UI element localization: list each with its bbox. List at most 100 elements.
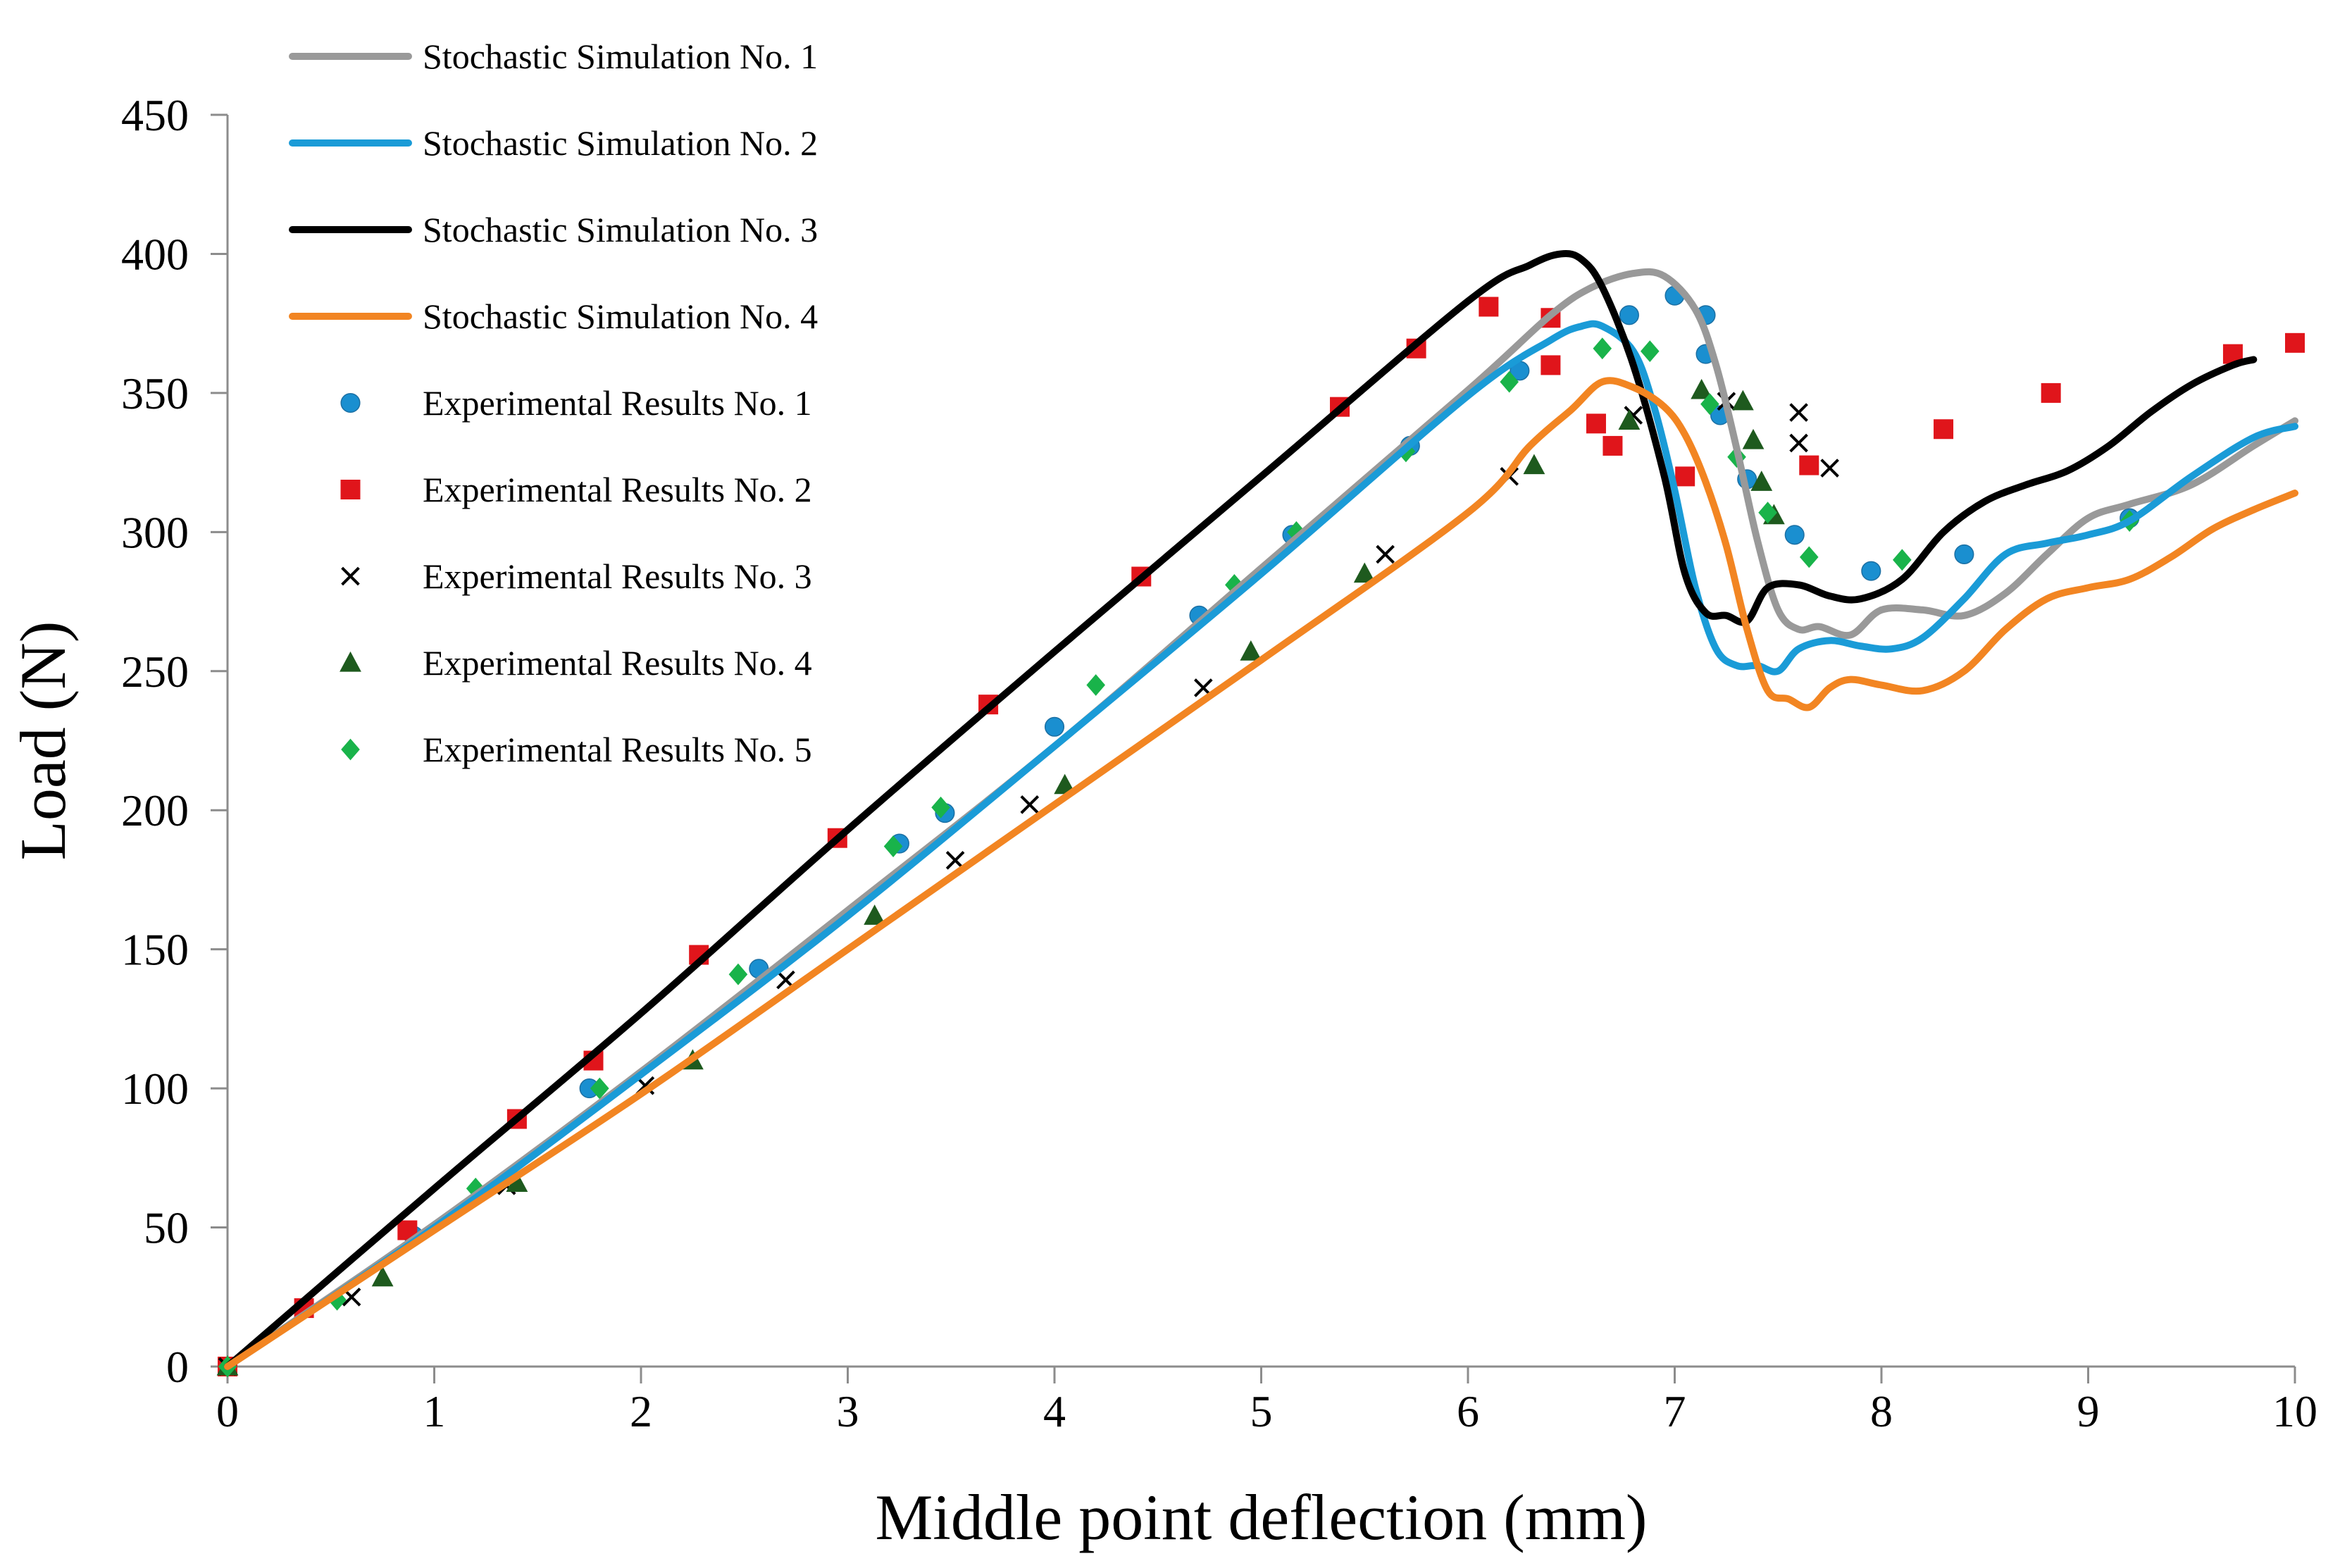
series-line-stochastic-simulation-no-4 <box>224 377 2298 1370</box>
data-point <box>1789 433 1808 453</box>
x-marker-stroke <box>1820 459 1839 478</box>
y-tick-label: 450 <box>121 90 189 140</box>
x-tick-label: 1 <box>423 1386 446 1436</box>
data-point <box>945 850 965 870</box>
data-point <box>728 963 748 985</box>
data-point <box>1376 545 1395 564</box>
data-point <box>1784 525 1805 545</box>
x-tick-label: 5 <box>1250 1386 1273 1436</box>
legend: Stochastic Simulation No. 1 Stochastic Si… <box>289 37 818 769</box>
legend-label: Experimental Results No. 2 <box>423 470 812 509</box>
data-point <box>1700 393 1719 416</box>
data-point <box>1500 371 1519 393</box>
x-tick-label: 0 <box>216 1386 239 1436</box>
data-point <box>466 1177 485 1200</box>
legend-label: Experimental Results No. 4 <box>423 643 812 683</box>
legend-label: Experimental Results No. 1 <box>423 383 812 423</box>
data-point <box>1523 454 1545 475</box>
legend-item-experimental-results-no-1: Experimental Results No. 1 <box>340 383 812 423</box>
data-point <box>1799 455 1819 475</box>
y-tick-label: 350 <box>121 368 189 418</box>
data-point <box>931 796 950 819</box>
data-point <box>1353 562 1376 583</box>
x-tick-label: 8 <box>1870 1386 1893 1436</box>
data-point <box>1954 544 1974 564</box>
data-point <box>2285 332 2305 353</box>
x-marker-stroke <box>1789 433 1808 453</box>
data-point <box>1586 413 1606 434</box>
data-point <box>1691 378 1713 399</box>
data-point <box>1602 435 1623 456</box>
y-tick-label: 400 <box>121 229 189 279</box>
data-point <box>1240 640 1262 661</box>
legend-item-experimental-results-no-3: Experimental Results No. 3 <box>341 556 812 596</box>
legend-item-stochastic-simulation-no-1: Stochastic Simulation No. 1 <box>289 37 818 76</box>
x-marker-stroke <box>776 970 795 990</box>
plot-area <box>216 250 2305 1378</box>
y-tick-label: 150 <box>121 925 189 975</box>
series-line-stochastic-simulation-no-2 <box>224 320 2298 1370</box>
y-tick-label: 50 <box>144 1203 189 1253</box>
data-point <box>1893 549 1912 571</box>
x-marker-stroke <box>1020 795 1040 814</box>
series-line-stochastic-simulation-no-1 <box>224 268 2298 1370</box>
x-marker-stroke <box>341 566 360 586</box>
legend-item-experimental-results-no-2: Experimental Results No. 2 <box>340 470 812 509</box>
data-point <box>1086 674 1105 696</box>
data-point <box>1820 459 1839 478</box>
data-point <box>1758 502 1777 524</box>
x-marker-stroke <box>1376 545 1395 564</box>
series-experimental-results-no-1 <box>217 285 2140 1377</box>
legend-item-stochastic-simulation-no-3: Stochastic Simulation No. 3 <box>289 210 818 249</box>
data-point <box>1640 340 1660 363</box>
axes: 0 50 100 150 200 250 300 350 400 450 0 1 2 3 4 5 6 7 8 9 10 <box>121 90 2317 1436</box>
data-point <box>1044 716 1065 737</box>
legend-item-stochastic-simulation-no-4: Stochastic Simulation No. 4 <box>289 297 818 336</box>
data-point <box>1054 773 1076 795</box>
data-point <box>1799 546 1819 568</box>
legend-label: Stochastic Simulation No. 1 <box>423 37 818 76</box>
x-axis-title: Middle point deflection (mm) <box>875 1481 1647 1553</box>
x-marker-stroke <box>945 850 965 870</box>
legend-swatch-marker <box>341 566 360 586</box>
legend-label: Experimental Results No. 3 <box>423 556 812 596</box>
data-point <box>371 1266 394 1287</box>
data-point <box>1731 390 1754 411</box>
legend-swatch-marker <box>341 738 360 761</box>
legend-item-stochastic-simulation-no-2: Stochastic Simulation No. 2 <box>289 123 818 163</box>
data-point <box>1479 297 1499 317</box>
data-point <box>1593 337 1612 360</box>
legend-swatch-marker <box>340 392 361 413</box>
x-tick-label: 10 <box>2272 1386 2317 1436</box>
legend-label: Stochastic Simulation No. 4 <box>423 297 818 336</box>
y-tick-label: 0 <box>166 1342 189 1392</box>
y-axis-title: Load (N) <box>7 621 79 861</box>
data-point <box>1619 305 1639 325</box>
data-point <box>1618 409 1641 430</box>
data-point <box>328 1288 347 1311</box>
legend-label: Stochastic Simulation No. 2 <box>423 123 818 163</box>
data-point <box>1675 466 1695 487</box>
data-point <box>864 904 886 925</box>
legend-item-experimental-results-no-5: Experimental Results No. 5 <box>341 730 812 769</box>
y-tick-label: 100 <box>121 1064 189 1114</box>
data-point <box>1934 419 1954 440</box>
data-point <box>1020 795 1040 814</box>
x-tick-label: 7 <box>1664 1386 1686 1436</box>
y-tick-label: 250 <box>121 647 189 697</box>
x-tick-label: 6 <box>1457 1386 1479 1436</box>
legend-swatch-marker <box>340 651 361 672</box>
data-point <box>590 1077 609 1100</box>
x-tick-label: 3 <box>837 1386 859 1436</box>
legend-swatch-marker <box>340 480 361 499</box>
legend-label: Stochastic Simulation No. 3 <box>423 210 818 249</box>
y-tick-label: 300 <box>121 507 189 557</box>
data-point <box>2041 382 2061 403</box>
series-line-stochastic-simulation-no-3 <box>224 250 2258 1370</box>
data-point <box>1750 471 1773 491</box>
y-tick-label: 200 <box>121 785 189 835</box>
data-point <box>1742 428 1765 449</box>
